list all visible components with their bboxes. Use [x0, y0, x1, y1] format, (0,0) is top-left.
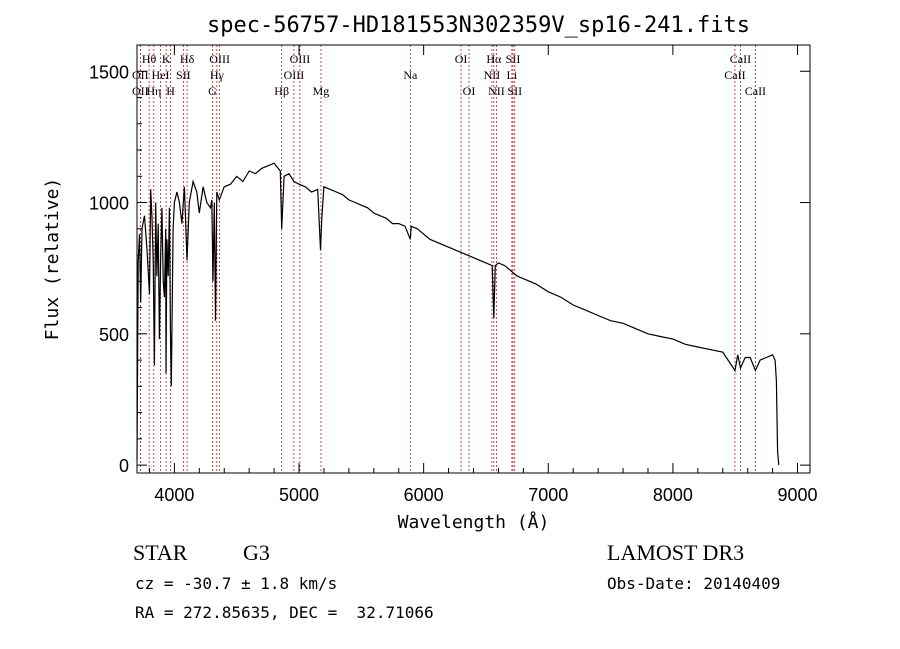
line-label-11: OIII — [209, 52, 230, 66]
line-label-8: Hδ — [180, 52, 195, 66]
line-label-23: SII — [506, 52, 521, 66]
line-label-22: Li — [507, 68, 518, 82]
line-label-10: Hγ — [210, 68, 225, 82]
x-tick-label-3: 7000 — [528, 485, 568, 505]
y-tick-label-2: 1000 — [89, 194, 129, 214]
line-label-26: CaII — [730, 52, 751, 66]
y-axis-label: Flux (relative) — [42, 178, 63, 341]
chart-title: spec-56757-HD181553N302359V_sp16-241.fit… — [207, 13, 750, 38]
line-label-12: Hβ — [274, 84, 289, 98]
line-label-18: OI — [463, 84, 476, 98]
line-label-5: K — [162, 52, 171, 66]
y-tick-label-3: 1500 — [89, 62, 129, 82]
line-label-3: Hη — [146, 84, 161, 98]
y-axis: 0 500 1000 1500 — [89, 62, 810, 476]
x-tick-label-4: 8000 — [653, 485, 693, 505]
survey-name: LAMOST DR3 — [607, 540, 745, 565]
line-label-17: OI — [455, 52, 468, 66]
y-tick-label-0: 0 — [119, 456, 129, 476]
line-label-27: CaII — [745, 84, 766, 98]
line-label-4: HeI — [152, 68, 170, 82]
line-label-21: NII — [488, 84, 505, 98]
x-tick-label-2: 6000 — [404, 485, 444, 505]
line-label-16: Na — [403, 68, 418, 82]
emission-line-markers: OIIHθOIIHηHeIKHSIIHδGHγOIIIHβOIIIOIIIMgN… — [132, 45, 766, 473]
line-label-6: H — [166, 84, 175, 98]
line-label-20: Hα — [486, 52, 502, 66]
redshift-velocity: cz = -30.7 ± 1.8 km/s — [135, 574, 338, 593]
line-label-14: OIII — [290, 52, 311, 66]
line-label-2: OII — [132, 84, 149, 98]
y-tick-label-1: 500 — [99, 325, 129, 345]
line-label-9: G — [208, 84, 217, 98]
spectrum-chart: spec-56757-HD181553N302359V_sp16-241.fit… — [42, 13, 818, 533]
sky-coordinates: RA = 272.85635, DEC = 32.71066 — [135, 603, 434, 622]
line-label-1: Hθ — [142, 52, 157, 66]
plot-frame — [136, 44, 811, 474]
line-label-19: NII — [484, 68, 501, 82]
line-label-15: Mg — [313, 84, 330, 98]
line-label-7: SII — [176, 68, 191, 82]
x-tick-label-1: 5000 — [279, 485, 319, 505]
spectrum-series-line — [136, 162, 780, 466]
line-label-24: SII — [507, 84, 522, 98]
object-subclass: G3 — [243, 540, 270, 565]
x-axis-label: Wavelength (Å) — [398, 511, 550, 533]
x-tick-label-0: 4000 — [154, 485, 194, 505]
x-tick-label-5: 9000 — [778, 485, 818, 505]
object-class: STAR — [133, 540, 188, 565]
x-axis: 4000 5000 6000 7000 8000 9000 — [148, 45, 818, 505]
line-label-13: OIII — [284, 68, 305, 82]
observation-date: Obs-Date: 20140409 — [607, 574, 781, 593]
line-label-25: CaII — [724, 68, 745, 82]
